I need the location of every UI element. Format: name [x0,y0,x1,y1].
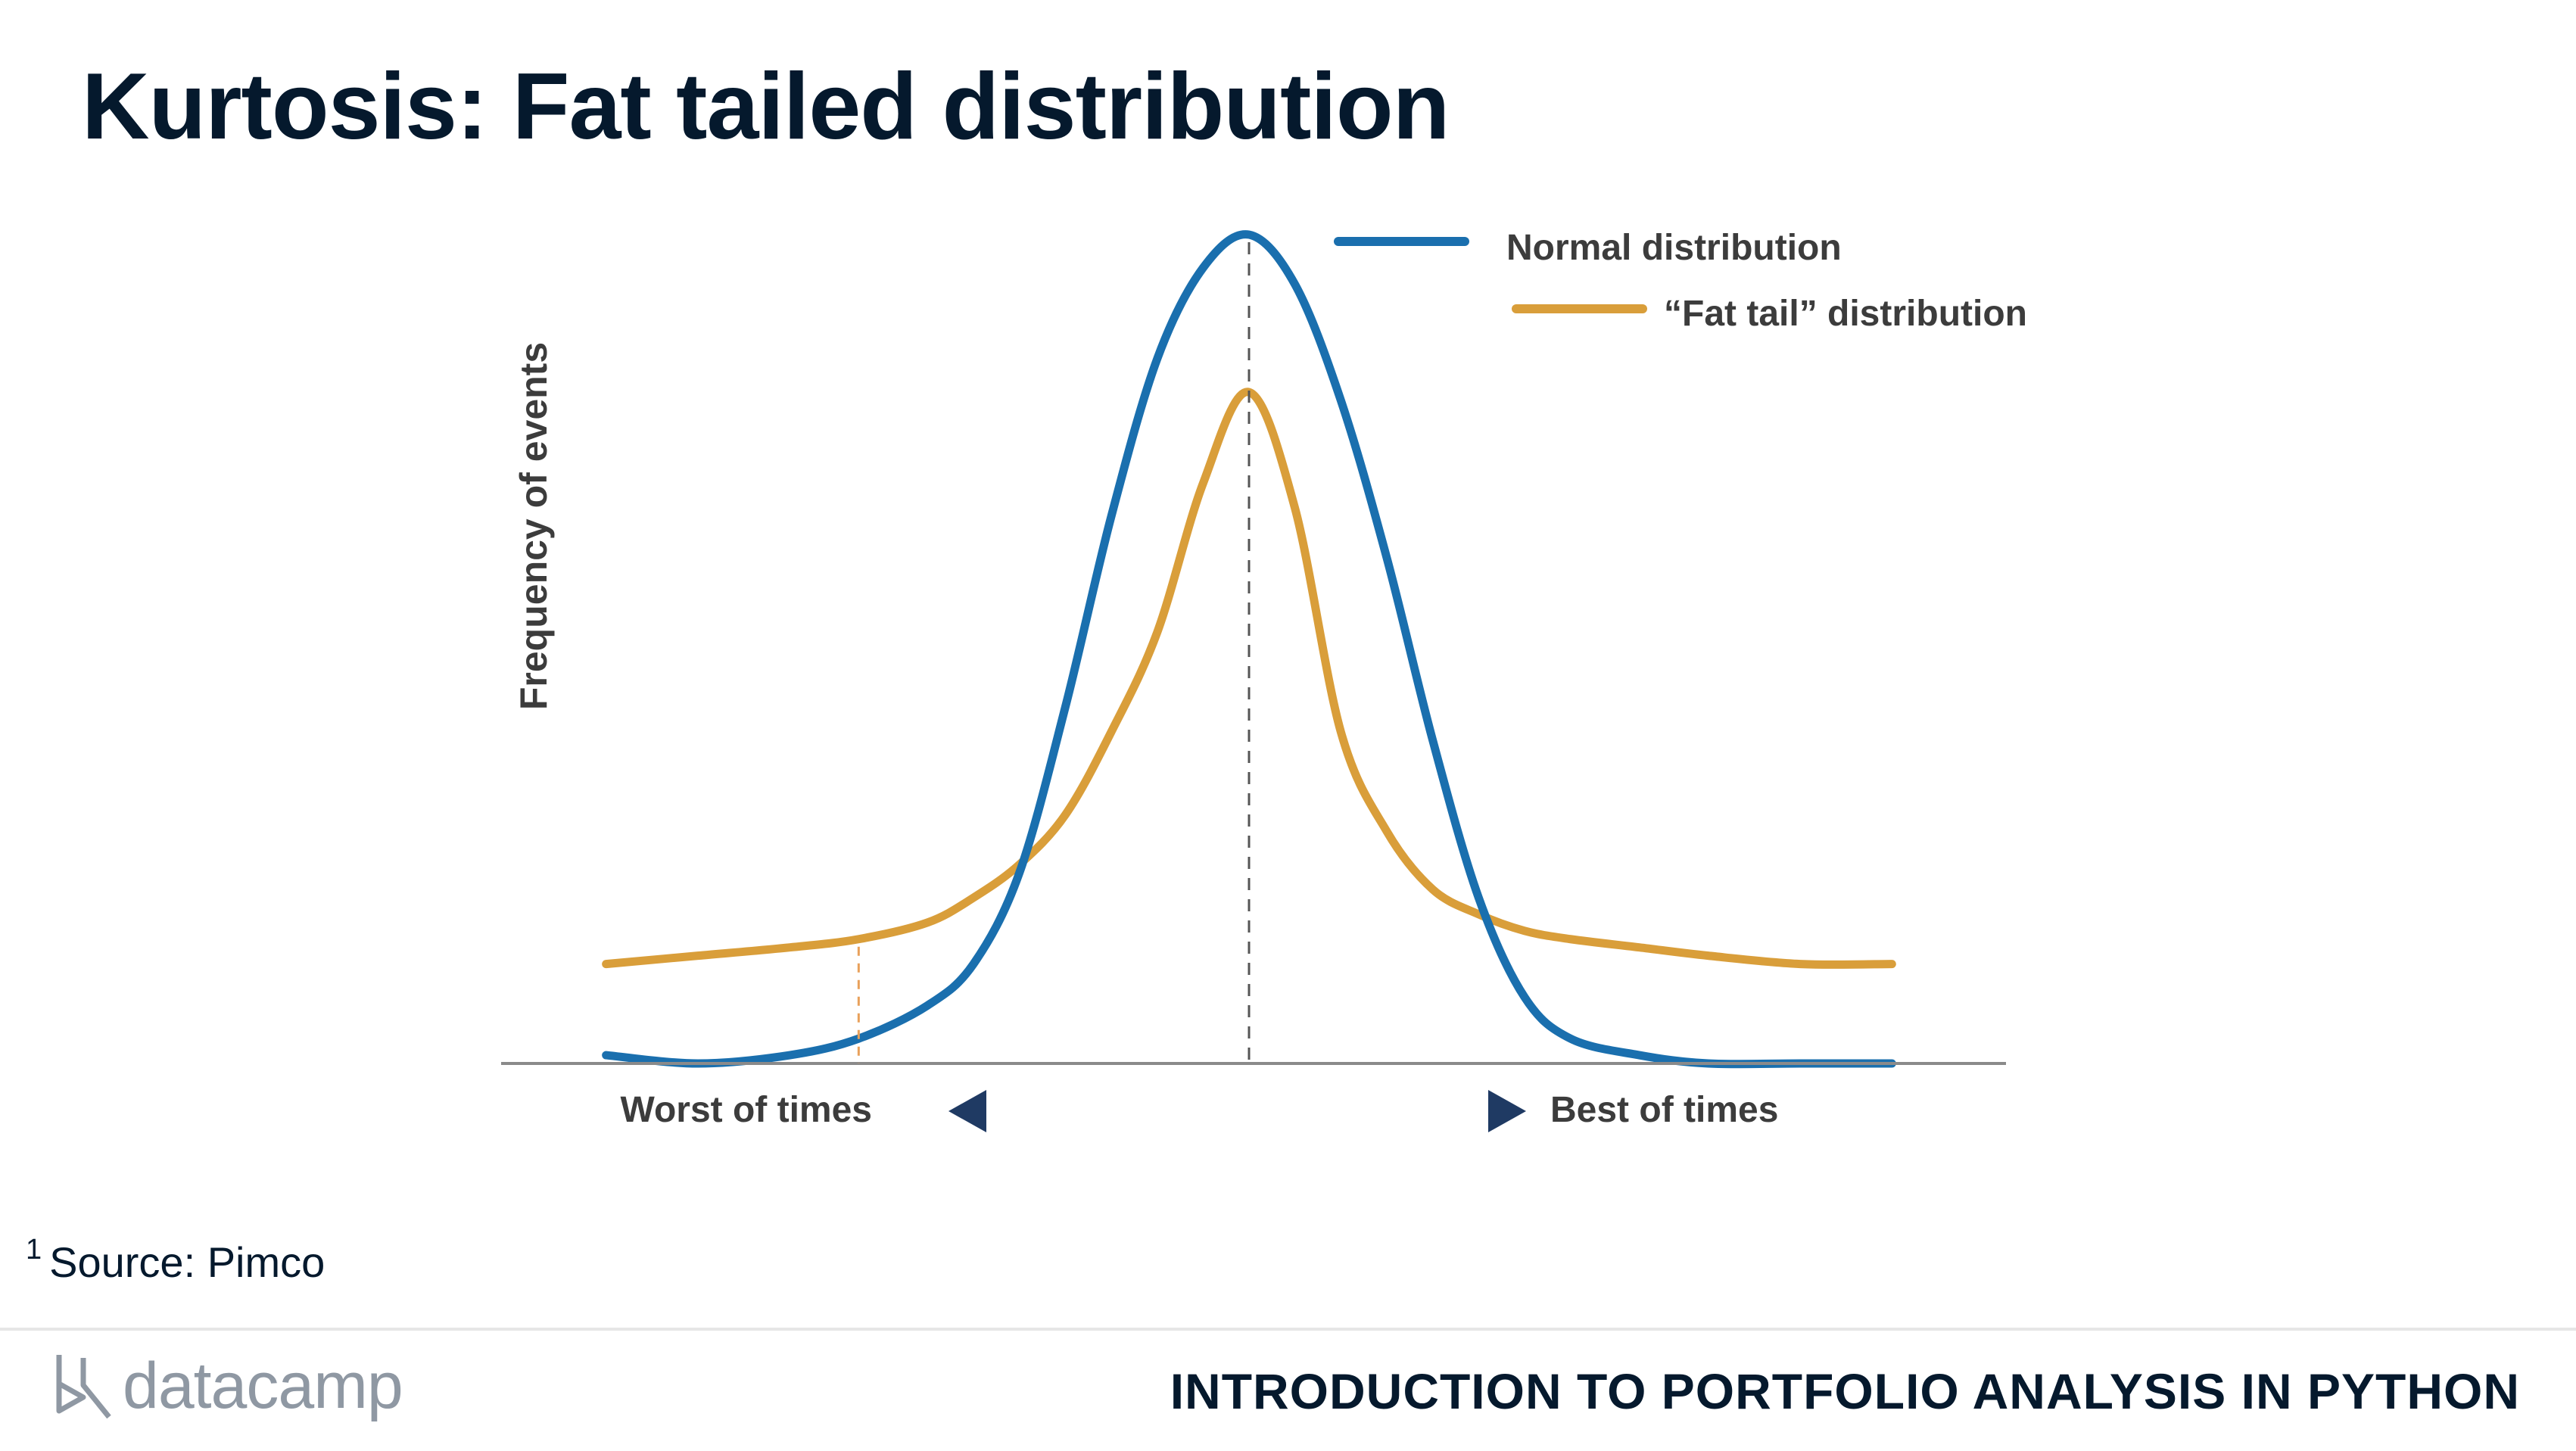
left-arrow-icon [948,1090,986,1132]
datacamp-logo: datacamp [53,1349,403,1424]
datacamp-logo-text: datacamp [123,1350,403,1422]
series-line-normal [602,230,1896,1069]
best-of-times-label: Best of times [1550,1090,1778,1130]
chart-container: Frequency of events Worst of times Best … [501,228,2027,1132]
footnote-text: Source: Pimco [49,1238,326,1286]
y-axis-label: Frequency of events [512,342,555,710]
footnote: 1 Source: Pimco [26,1234,325,1287]
legend-label-normal: Normal distribution [1506,228,1842,268]
legend-label-fat-tail: “Fat tail” distribution [1664,294,2027,334]
chart-svg: Frequency of events Worst of times Best … [501,228,2027,1132]
footer-divider [0,1328,2576,1331]
right-arrow-icon [1488,1090,1526,1132]
course-title: INTRODUCTION TO PORTFOLIO ANALYSIS IN PY… [1170,1363,2520,1419]
datacamp-logo-icon [56,1354,111,1418]
slide-title: Kurtosis: Fat tailed distribution [82,54,1450,159]
worst-of-times-label: Worst of times [621,1090,872,1130]
chart-legend: Normal distribution “Fat tail” distribut… [1334,228,2027,334]
footnote-marker: 1 [26,1234,42,1266]
